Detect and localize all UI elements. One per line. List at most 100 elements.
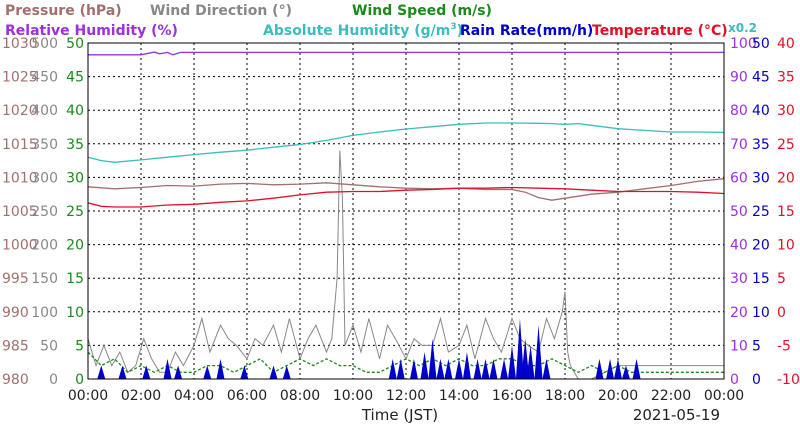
tick-label-wind-direction: 0 (49, 372, 58, 388)
tick-label-temperature: 35 (777, 70, 795, 86)
rain-rate-spike (444, 358, 453, 379)
tick-label-humidity: 0 (730, 372, 739, 388)
legend: Pressure (hPa) Wind Direction (°) Wind S… (5, 3, 757, 39)
tick-label-temperature: 5 (777, 271, 786, 287)
tick-label-temperature: 40 (777, 36, 795, 52)
tick-label-pressure: 995 (2, 271, 29, 287)
tick-label-time: 06:00 (227, 388, 267, 404)
tick-label-rain-rate: 20 (752, 238, 770, 254)
tick-label-pressure: 1010 (2, 170, 38, 186)
rain-rate-spike (97, 365, 106, 379)
tick-label-time: 16:00 (492, 388, 532, 404)
rain-rate-spike (462, 352, 471, 379)
rain-rate-spike (515, 318, 524, 379)
tick-label-rain-rate: 0 (752, 372, 761, 388)
y-axes: 1030102510201015101010051000995990985980… (2, 36, 800, 388)
tick-label-wind-direction: 150 (31, 271, 58, 287)
temperature-line (87, 186, 725, 208)
tick-label-wind-speed: 25 (66, 204, 84, 220)
tick-label-humidity: 30 (730, 271, 748, 287)
tick-label-wind-direction: 400 (31, 103, 58, 119)
tick-label-time: 08:00 (280, 388, 320, 404)
relative-humidity-line (88, 51, 724, 56)
rain-rate-spike (542, 358, 551, 379)
tick-label-time: 20:00 (598, 388, 638, 404)
tick-label-pressure: 980 (2, 372, 29, 388)
tick-label-rain-rate: 40 (752, 103, 770, 119)
tick-label-wind-direction: 200 (31, 238, 58, 254)
data-series (87, 51, 725, 380)
rain-rate-spike (455, 358, 463, 379)
rain-rate-spike (163, 358, 172, 379)
legend-pressure: Pressure (hPa) (5, 3, 122, 19)
tick-label-humidity: 10 (730, 338, 748, 354)
tick-label-rain-rate: 25 (752, 204, 770, 220)
tick-label-wind-direction: 100 (31, 305, 58, 321)
legend-absolute-humidity: Absolute Humidity (g/m3) (263, 22, 463, 39)
tick-label-pressure: 1015 (2, 137, 38, 153)
legend-scale-factor: x0.2 (728, 21, 757, 35)
tick-label-rain-rate: 10 (752, 305, 770, 321)
tick-label-humidity: 80 (730, 103, 748, 119)
rain-rate-spike (473, 358, 482, 379)
rain-rate-spike (489, 358, 498, 379)
tick-label-rain-rate: 15 (752, 271, 770, 287)
legend-wind-direction: Wind Direction (°) (150, 3, 292, 19)
legend-relative-humidity: Relative Humidity (%) (5, 23, 178, 39)
tick-label-temperature: -10 (777, 372, 800, 388)
tick-label-temperature: -5 (777, 338, 791, 354)
tick-label-pressure: 1000 (2, 238, 38, 254)
rain-rate-spike (526, 345, 535, 379)
tick-label-humidity: 20 (730, 305, 748, 321)
tick-label-time: 14:00 (439, 388, 479, 404)
x-axis: 00:00 02:00 04:00 06:00 08:00 10:00 12:00 14:00… (68, 388, 744, 404)
legend-temperature: Temperature (°C) (592, 23, 728, 39)
tick-label-wind-direction: 500 (31, 36, 58, 52)
absolute-humidity-line (87, 122, 725, 163)
tick-label-humidity: 60 (730, 170, 748, 186)
tick-label-wind-speed: 40 (66, 103, 84, 119)
rain-rate-spike (500, 358, 509, 379)
tick-label-time: 02:00 (121, 388, 161, 404)
tick-label-time: 18:00 (545, 388, 585, 404)
tick-label-temperature: 20 (777, 170, 795, 186)
tick-label-time: 00:00 (68, 388, 108, 404)
rain-rate-spike (240, 365, 249, 379)
tick-label-pressure: 1030 (2, 36, 38, 52)
rain-rate-spike (428, 338, 437, 379)
rain-rate-spike (521, 338, 530, 379)
rain-rate-spike (203, 365, 212, 379)
tick-label-wind-speed: 30 (66, 170, 84, 186)
tick-label-time: 04:00 (174, 388, 214, 404)
tick-label-rain-rate: 50 (752, 36, 770, 52)
tick-label-wind-speed: 45 (66, 70, 84, 86)
tick-label-pressure: 1005 (2, 204, 38, 220)
rain-rate-spike (282, 365, 291, 379)
tick-label-humidity: 90 (730, 70, 748, 86)
rain-rate-spike (534, 325, 543, 379)
chart-date: 2021-05-19 (633, 406, 720, 424)
tick-label-wind-speed: 15 (66, 271, 84, 287)
tick-label-pressure: 1025 (2, 70, 38, 86)
tick-label-pressure: 990 (2, 305, 29, 321)
rain-rate-spike (595, 358, 604, 379)
tick-label-humidity: 40 (730, 238, 748, 254)
tick-label-temperature: 0 (777, 305, 786, 321)
rain-rate-spike (409, 358, 418, 379)
rain-rate-spike (632, 358, 641, 379)
tick-label-time: 12:00 (386, 388, 426, 404)
tick-label-wind-speed: 10 (66, 305, 84, 321)
tick-label-wind-direction: 450 (31, 70, 58, 86)
rain-rate-spike (216, 358, 225, 379)
rain-rate-spike (508, 345, 516, 379)
tick-label-time: 00:00 (704, 388, 744, 404)
wind-direction-line (87, 150, 724, 380)
rain-rate-spike (174, 365, 183, 379)
rain-rate-spike (388, 358, 397, 379)
tick-label-wind-speed: 35 (66, 137, 84, 153)
tick-label-pressure: 1020 (2, 103, 38, 119)
rain-rate-spike (614, 358, 622, 379)
tick-label-wind-speed: 5 (75, 338, 84, 354)
tick-label-rain-rate: 5 (752, 338, 761, 354)
